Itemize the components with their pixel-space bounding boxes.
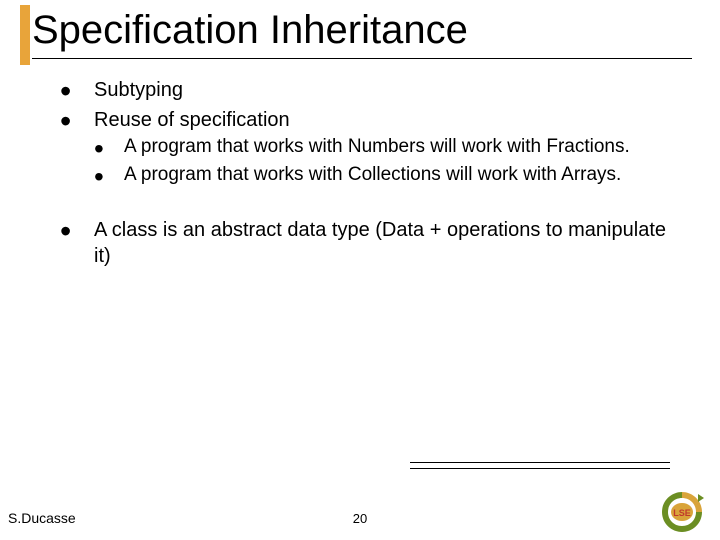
bullet-item: A class is an abstract data type (Data +… — [60, 217, 680, 269]
bullet-list: Subtyping Reuse of specification A progr… — [60, 77, 680, 187]
sub-bullet-item: A program that works with Numbers will w… — [94, 135, 680, 159]
bullet-text: Subtyping — [94, 79, 183, 101]
spacer — [60, 191, 680, 217]
bullet-list: A class is an abstract data type (Data +… — [60, 217, 680, 269]
lse-logo-icon: LSE — [658, 490, 706, 534]
bullet-item: Reuse of specification A program that wo… — [60, 107, 680, 187]
bullet-text: Reuse of specification — [94, 109, 290, 131]
svg-text:LSE: LSE — [673, 508, 691, 518]
sub-bullet-item: A program that works with Collections wi… — [94, 163, 680, 187]
bottom-rule — [410, 462, 670, 468]
footer-page-number: 20 — [353, 511, 367, 526]
sub-bullet-text: A program that works with Collections wi… — [124, 164, 621, 185]
title-region: Specification Inheritance — [0, 0, 720, 59]
title-accent-bar — [20, 5, 30, 65]
sub-bullet-text: A program that works with Numbers will w… — [124, 136, 630, 157]
bullet-item: Subtyping — [60, 77, 680, 103]
sub-bullet-list: A program that works with Numbers will w… — [94, 135, 680, 187]
footer-author: S.Ducasse — [8, 510, 76, 526]
content-region: Subtyping Reuse of specification A progr… — [0, 59, 720, 269]
bullet-text: A class is an abstract data type (Data +… — [94, 219, 666, 267]
slide-title: Specification Inheritance — [32, 8, 692, 59]
